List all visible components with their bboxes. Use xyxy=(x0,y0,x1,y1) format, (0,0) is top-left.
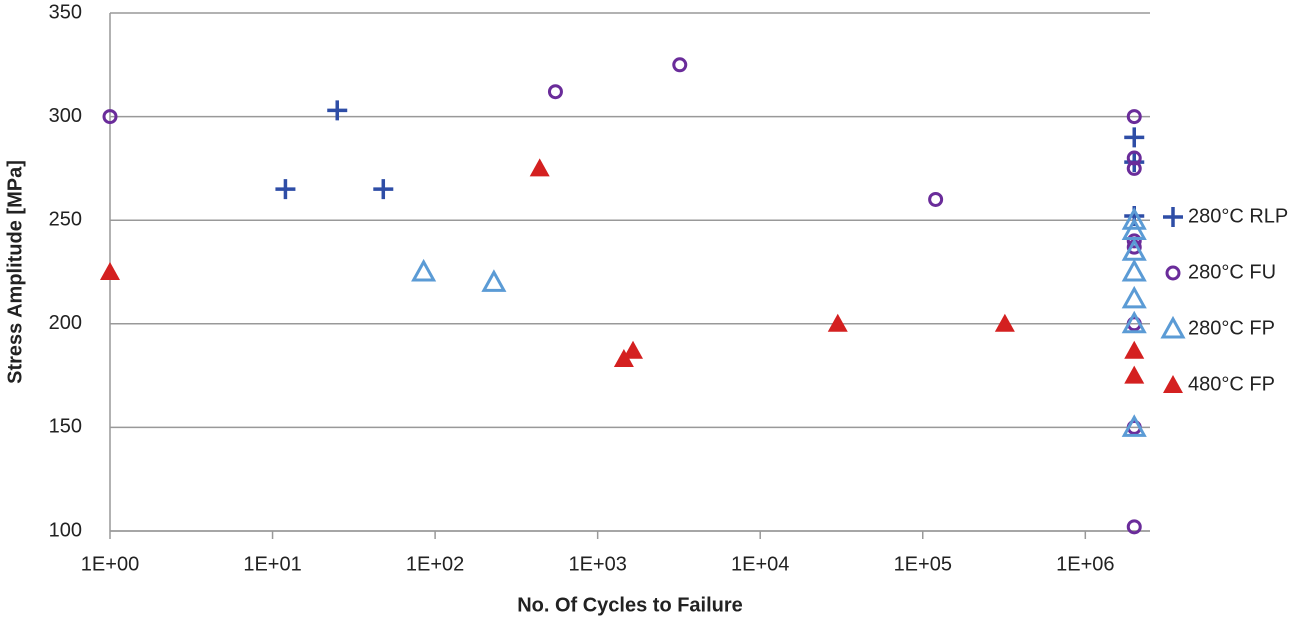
legend-label: 280°C FP xyxy=(1188,317,1275,339)
x-tick-label: 1E+03 xyxy=(568,553,626,575)
point xyxy=(1126,109,1142,125)
point xyxy=(373,179,394,200)
y-tick-label: 200 xyxy=(49,312,82,334)
x-tick-label: 1E+02 xyxy=(406,553,464,575)
x-tick-label: 1E+05 xyxy=(894,553,952,575)
legend-marker xyxy=(1165,265,1181,281)
legend-marker xyxy=(1163,375,1183,393)
legend-marker xyxy=(1160,315,1186,339)
legend-label: 280°C RLP xyxy=(1188,205,1288,227)
y-tick-label: 100 xyxy=(49,519,82,541)
x-axis-title: No. Of Cycles to Failure xyxy=(517,594,743,616)
point xyxy=(1121,414,1147,437)
point xyxy=(1121,238,1147,261)
y-tick-label: 150 xyxy=(49,416,82,438)
point xyxy=(275,179,296,200)
point xyxy=(1126,233,1142,249)
point xyxy=(1124,127,1145,148)
y-tick-label: 250 xyxy=(49,208,82,230)
point xyxy=(1126,150,1142,166)
point xyxy=(481,269,507,292)
point xyxy=(529,158,550,177)
point xyxy=(100,262,120,280)
point xyxy=(1126,519,1142,535)
x-tick-label: 1E+04 xyxy=(731,553,789,575)
point xyxy=(928,191,944,207)
y-tick-label: 300 xyxy=(49,105,82,127)
point xyxy=(327,100,348,121)
y-axis-title: Stress Amplitude [MPa] xyxy=(4,160,26,384)
point xyxy=(623,340,644,359)
point xyxy=(1121,285,1147,309)
x-tick-label: 1E+01 xyxy=(243,553,301,575)
point xyxy=(547,84,563,100)
legend-label: 280°C FU xyxy=(1188,261,1276,283)
point xyxy=(1121,207,1147,230)
point xyxy=(672,57,688,73)
point xyxy=(994,313,1015,332)
point xyxy=(1121,258,1147,282)
legend-marker xyxy=(1163,207,1183,227)
x-tick-label: 1E+06 xyxy=(1056,553,1114,575)
point xyxy=(827,313,848,332)
point xyxy=(411,258,437,282)
y-tick-label: 350 xyxy=(49,1,82,23)
x-tick-label: 1E+00 xyxy=(81,553,139,575)
point xyxy=(102,109,118,125)
point xyxy=(1126,160,1142,176)
point xyxy=(1124,340,1145,359)
point xyxy=(1121,310,1147,334)
point xyxy=(1124,365,1145,384)
legend-label: 480°C FP xyxy=(1188,373,1275,395)
